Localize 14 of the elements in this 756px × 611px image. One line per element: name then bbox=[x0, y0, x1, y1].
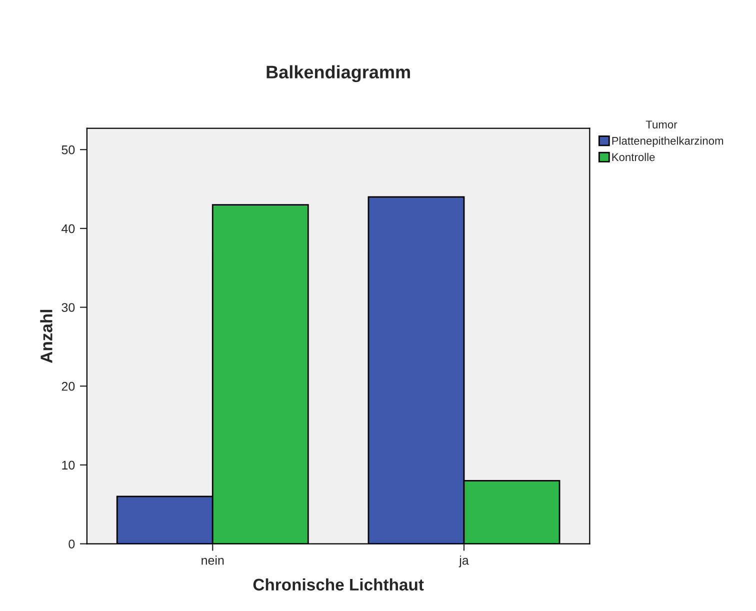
chart-title: Balkendiagramm bbox=[266, 65, 410, 82]
y-axis-title: Anzahl bbox=[40, 310, 52, 363]
y-tick-label: 40 bbox=[62, 224, 75, 234]
legend-title: Tumor bbox=[646, 120, 678, 128]
legend-label: Plattenepithelkarzinom bbox=[612, 136, 724, 147]
y-tick-label: 0 bbox=[68, 540, 75, 548]
y-tick-label: 50 bbox=[62, 145, 75, 154]
y-tick-label: 10 bbox=[62, 460, 75, 470]
x-axis-title: Chronische Lichthaut bbox=[253, 578, 424, 591]
legend-label: Kontrolle bbox=[612, 152, 655, 162]
y-tick-label: 20 bbox=[62, 382, 75, 391]
y-tick-label: 30 bbox=[62, 303, 75, 312]
x-tick-label: nein bbox=[202, 556, 224, 565]
x-tick-label: ja bbox=[458, 556, 469, 568]
